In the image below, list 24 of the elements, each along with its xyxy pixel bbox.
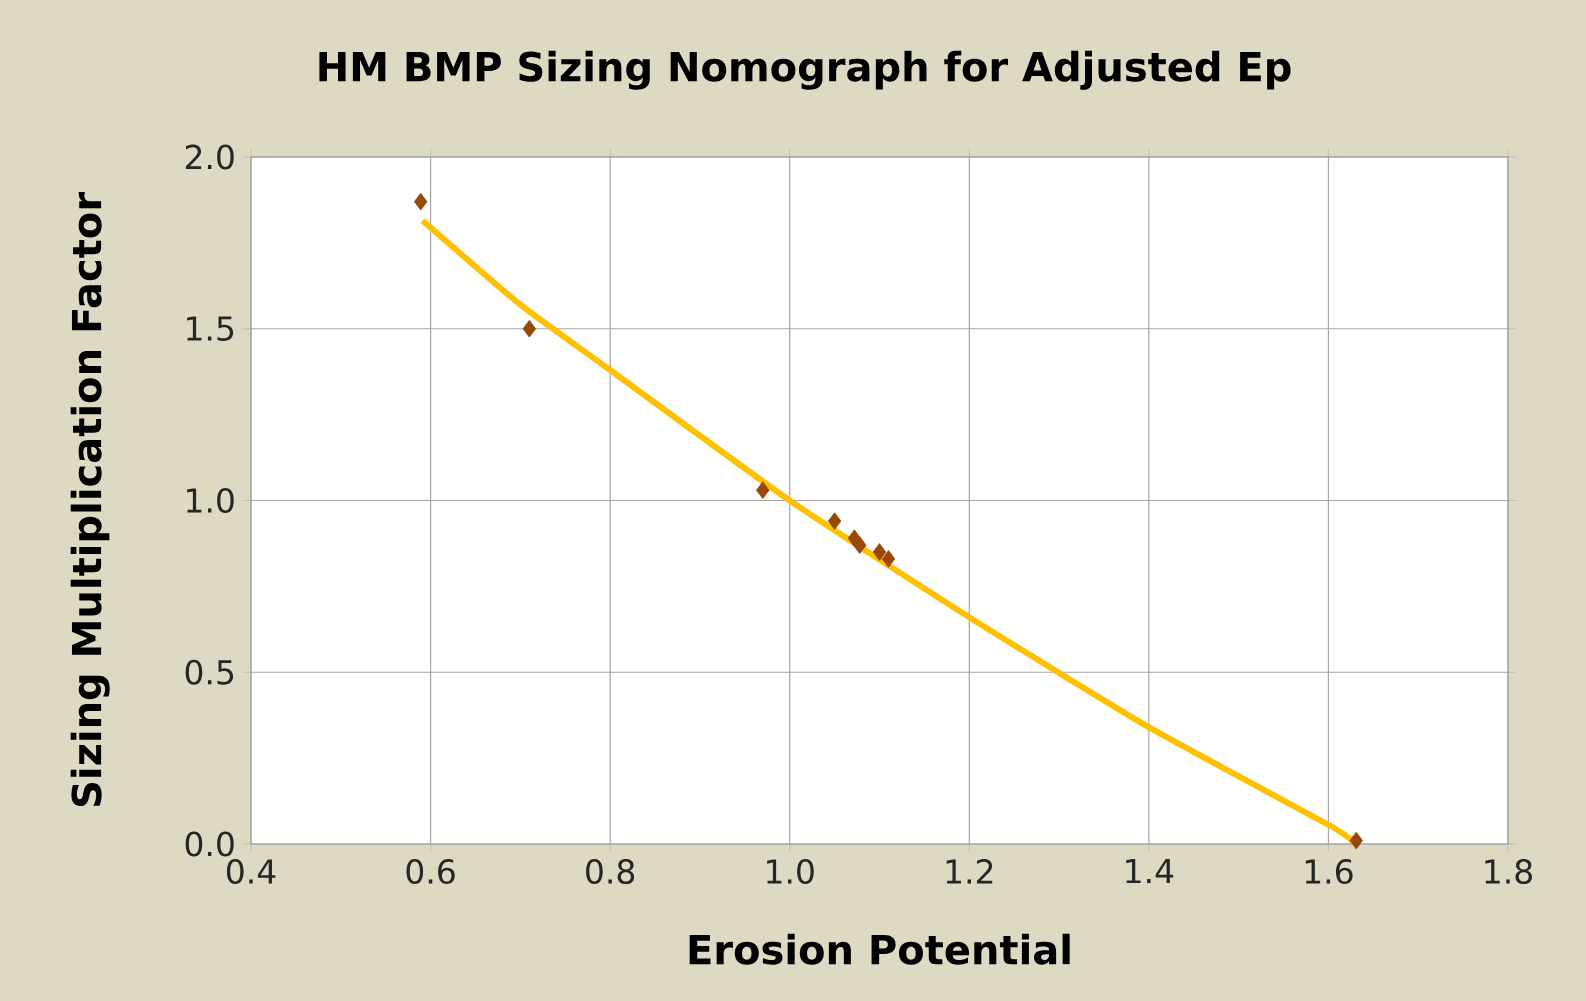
point: [827, 512, 842, 530]
y-tick-label: 2.0: [185, 144, 234, 170]
y-tick-label: 1.0: [187, 488, 234, 513]
y-tick-label: 0.0: [185, 831, 234, 857]
x-tick-label: 0.8: [586, 859, 635, 885]
point: [414, 192, 428, 211]
point: [522, 319, 537, 338]
x-tick-label: 1.4: [1126, 859, 1174, 884]
point: [872, 543, 887, 561]
y-axis-title: Sizing Multiplication Factor: [70, 192, 110, 807]
point: [1349, 831, 1363, 850]
y-tick-label: 1.5: [187, 316, 234, 341]
point: [881, 550, 896, 568]
x-axis-title: Erosion Potential: [689, 933, 1070, 965]
x-tick-label: 1.8: [1485, 859, 1532, 885]
point: [756, 481, 770, 499]
point: [853, 536, 867, 554]
x-tick-label: 1.6: [1305, 859, 1353, 885]
x-tick-label: 1.2: [946, 859, 993, 884]
x-tick-label: 0.4: [226, 859, 276, 885]
x-tick-label: 0.6: [406, 859, 455, 885]
x-tick-label: 1.0: [767, 859, 814, 885]
chart-title: HM BMP Sizing Nomograph for Adjusted Ep: [319, 50, 1291, 90]
y-tick-label: 0.5: [185, 659, 234, 685]
